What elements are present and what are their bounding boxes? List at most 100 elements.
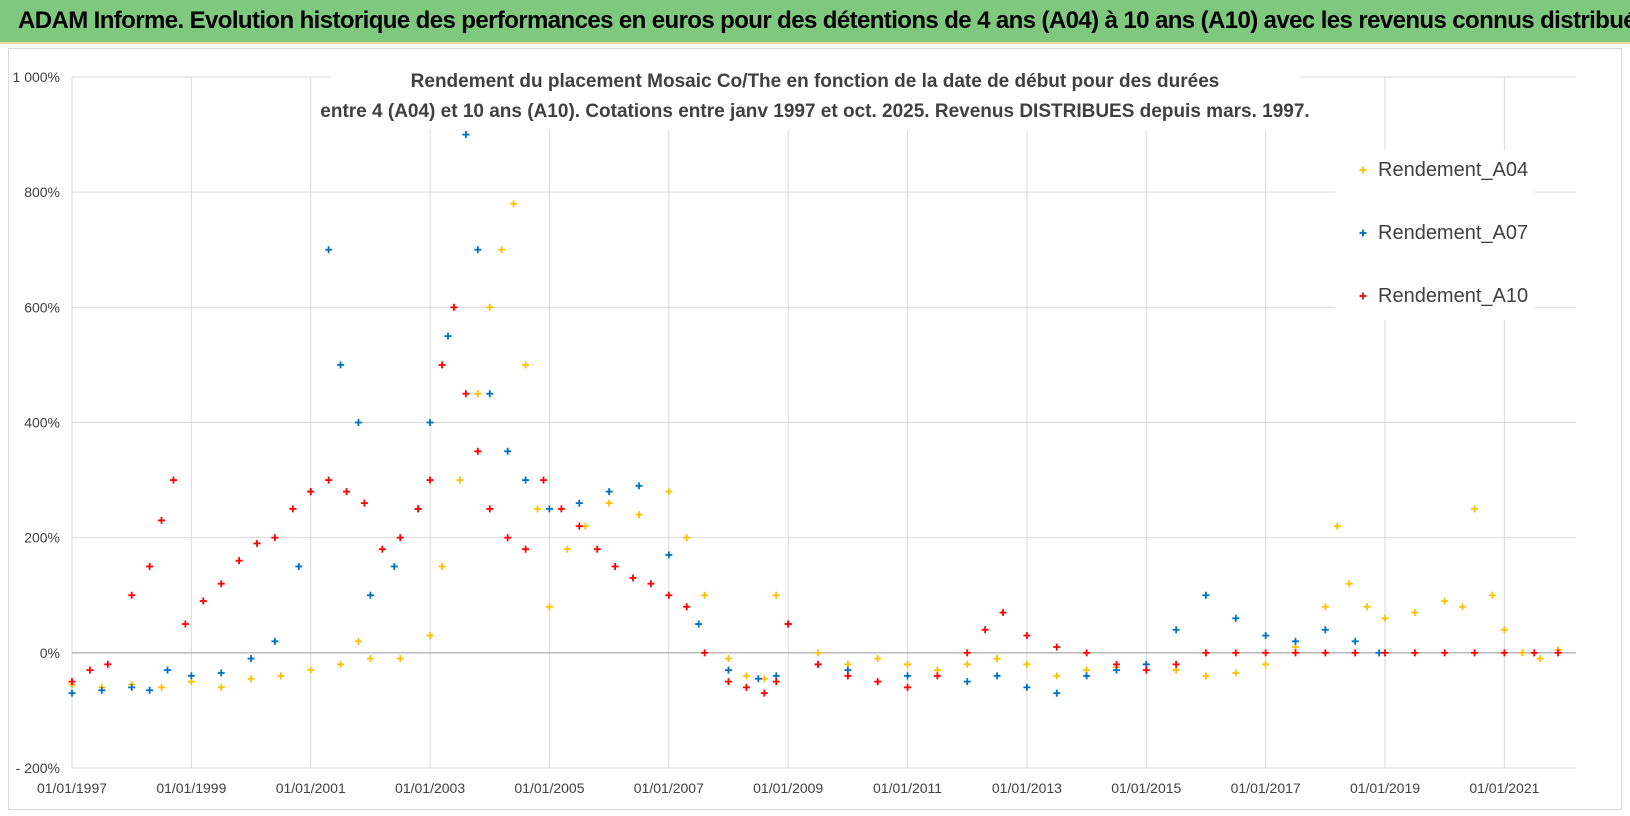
report-banner: ADAM Informe. Evolution historique des p… (0, 0, 1630, 44)
data-point (1053, 643, 1061, 651)
data-point (1053, 672, 1061, 680)
data-point (581, 522, 589, 530)
data-point (1172, 660, 1180, 668)
data-point (1411, 609, 1419, 617)
data-point (366, 655, 374, 663)
data-point (247, 655, 255, 663)
data-point (504, 447, 512, 455)
data-point (450, 303, 458, 311)
data-point (217, 580, 225, 588)
data-point (1488, 591, 1496, 599)
data-point (1359, 229, 1367, 237)
data-point (904, 660, 912, 668)
data-point (307, 488, 315, 496)
data-point (1351, 649, 1359, 657)
data-point (1536, 655, 1544, 663)
data-point (683, 603, 691, 611)
data-point (474, 246, 482, 254)
data-point (1262, 660, 1270, 668)
y-tick-label: - 200% (16, 760, 60, 776)
data-point (963, 660, 971, 668)
data-point (635, 511, 643, 519)
data-point (1363, 603, 1371, 611)
data-point (1202, 672, 1210, 680)
data-point (772, 678, 780, 686)
legend-background (1335, 150, 1535, 320)
data-point (486, 390, 494, 398)
data-point (593, 545, 601, 553)
data-point (874, 678, 882, 686)
data-point (271, 637, 279, 645)
data-point (611, 562, 619, 570)
data-point (366, 591, 374, 599)
data-point (1321, 603, 1329, 611)
data-point (390, 562, 398, 570)
data-point (1083, 649, 1091, 657)
data-point (462, 131, 470, 139)
data-point (1172, 626, 1180, 634)
data-point (128, 683, 136, 691)
data-point (1411, 649, 1419, 657)
data-point (235, 557, 243, 565)
data-point (289, 505, 297, 513)
data-point (742, 683, 750, 691)
data-point (844, 672, 852, 680)
x-tick-label: 01/01/2009 (753, 780, 823, 796)
legend-label: Rendement_A10 (1378, 285, 1528, 307)
data-point (396, 534, 404, 542)
data-point (426, 632, 434, 640)
data-point (904, 683, 912, 691)
data-point (1291, 649, 1299, 657)
data-point (539, 476, 547, 484)
data-point (1518, 649, 1526, 657)
data-point (354, 419, 362, 426)
data-point (396, 655, 404, 663)
data-point (1359, 292, 1367, 300)
data-point (104, 660, 112, 668)
data-point (98, 686, 106, 694)
data-point (522, 476, 530, 484)
data-point (1023, 683, 1031, 691)
data-point (146, 686, 154, 694)
data-point (695, 620, 703, 628)
data-point (1232, 669, 1240, 677)
data-point (1500, 649, 1508, 657)
data-point (247, 675, 255, 683)
data-point (1441, 649, 1449, 657)
data-point (325, 476, 333, 484)
chart-title-background (330, 60, 1300, 130)
data-point (426, 476, 434, 484)
data-point (444, 332, 452, 340)
data-point (1142, 666, 1150, 674)
data-point (904, 672, 912, 680)
y-tick-label: 800% (24, 184, 60, 200)
data-point (438, 562, 446, 570)
y-tick-label: 600% (24, 299, 60, 315)
y-tick-label: 0% (40, 645, 60, 661)
data-point (999, 609, 1007, 617)
data-point (474, 447, 482, 455)
data-point (522, 545, 530, 553)
data-point (629, 574, 637, 582)
data-point (498, 246, 506, 254)
data-point (1441, 597, 1449, 605)
data-point (981, 626, 989, 634)
data-point (1530, 649, 1538, 657)
data-point (217, 683, 225, 691)
data-point (605, 488, 613, 496)
data-point (158, 516, 166, 524)
data-point (665, 591, 673, 599)
chart-title-line-2: entre 4 (A04) et 10 ans (A10). Cotations… (320, 101, 1309, 122)
data-point (814, 649, 822, 657)
data-point (760, 689, 768, 697)
data-point (993, 672, 1001, 680)
data-point (474, 390, 482, 398)
data-point (307, 666, 315, 674)
data-point (456, 476, 464, 484)
x-tick-label: 01/01/1999 (156, 780, 226, 796)
data-point (635, 482, 643, 490)
data-point (414, 505, 422, 513)
data-point (68, 689, 76, 697)
data-point (1112, 660, 1120, 668)
data-point (1333, 522, 1341, 530)
